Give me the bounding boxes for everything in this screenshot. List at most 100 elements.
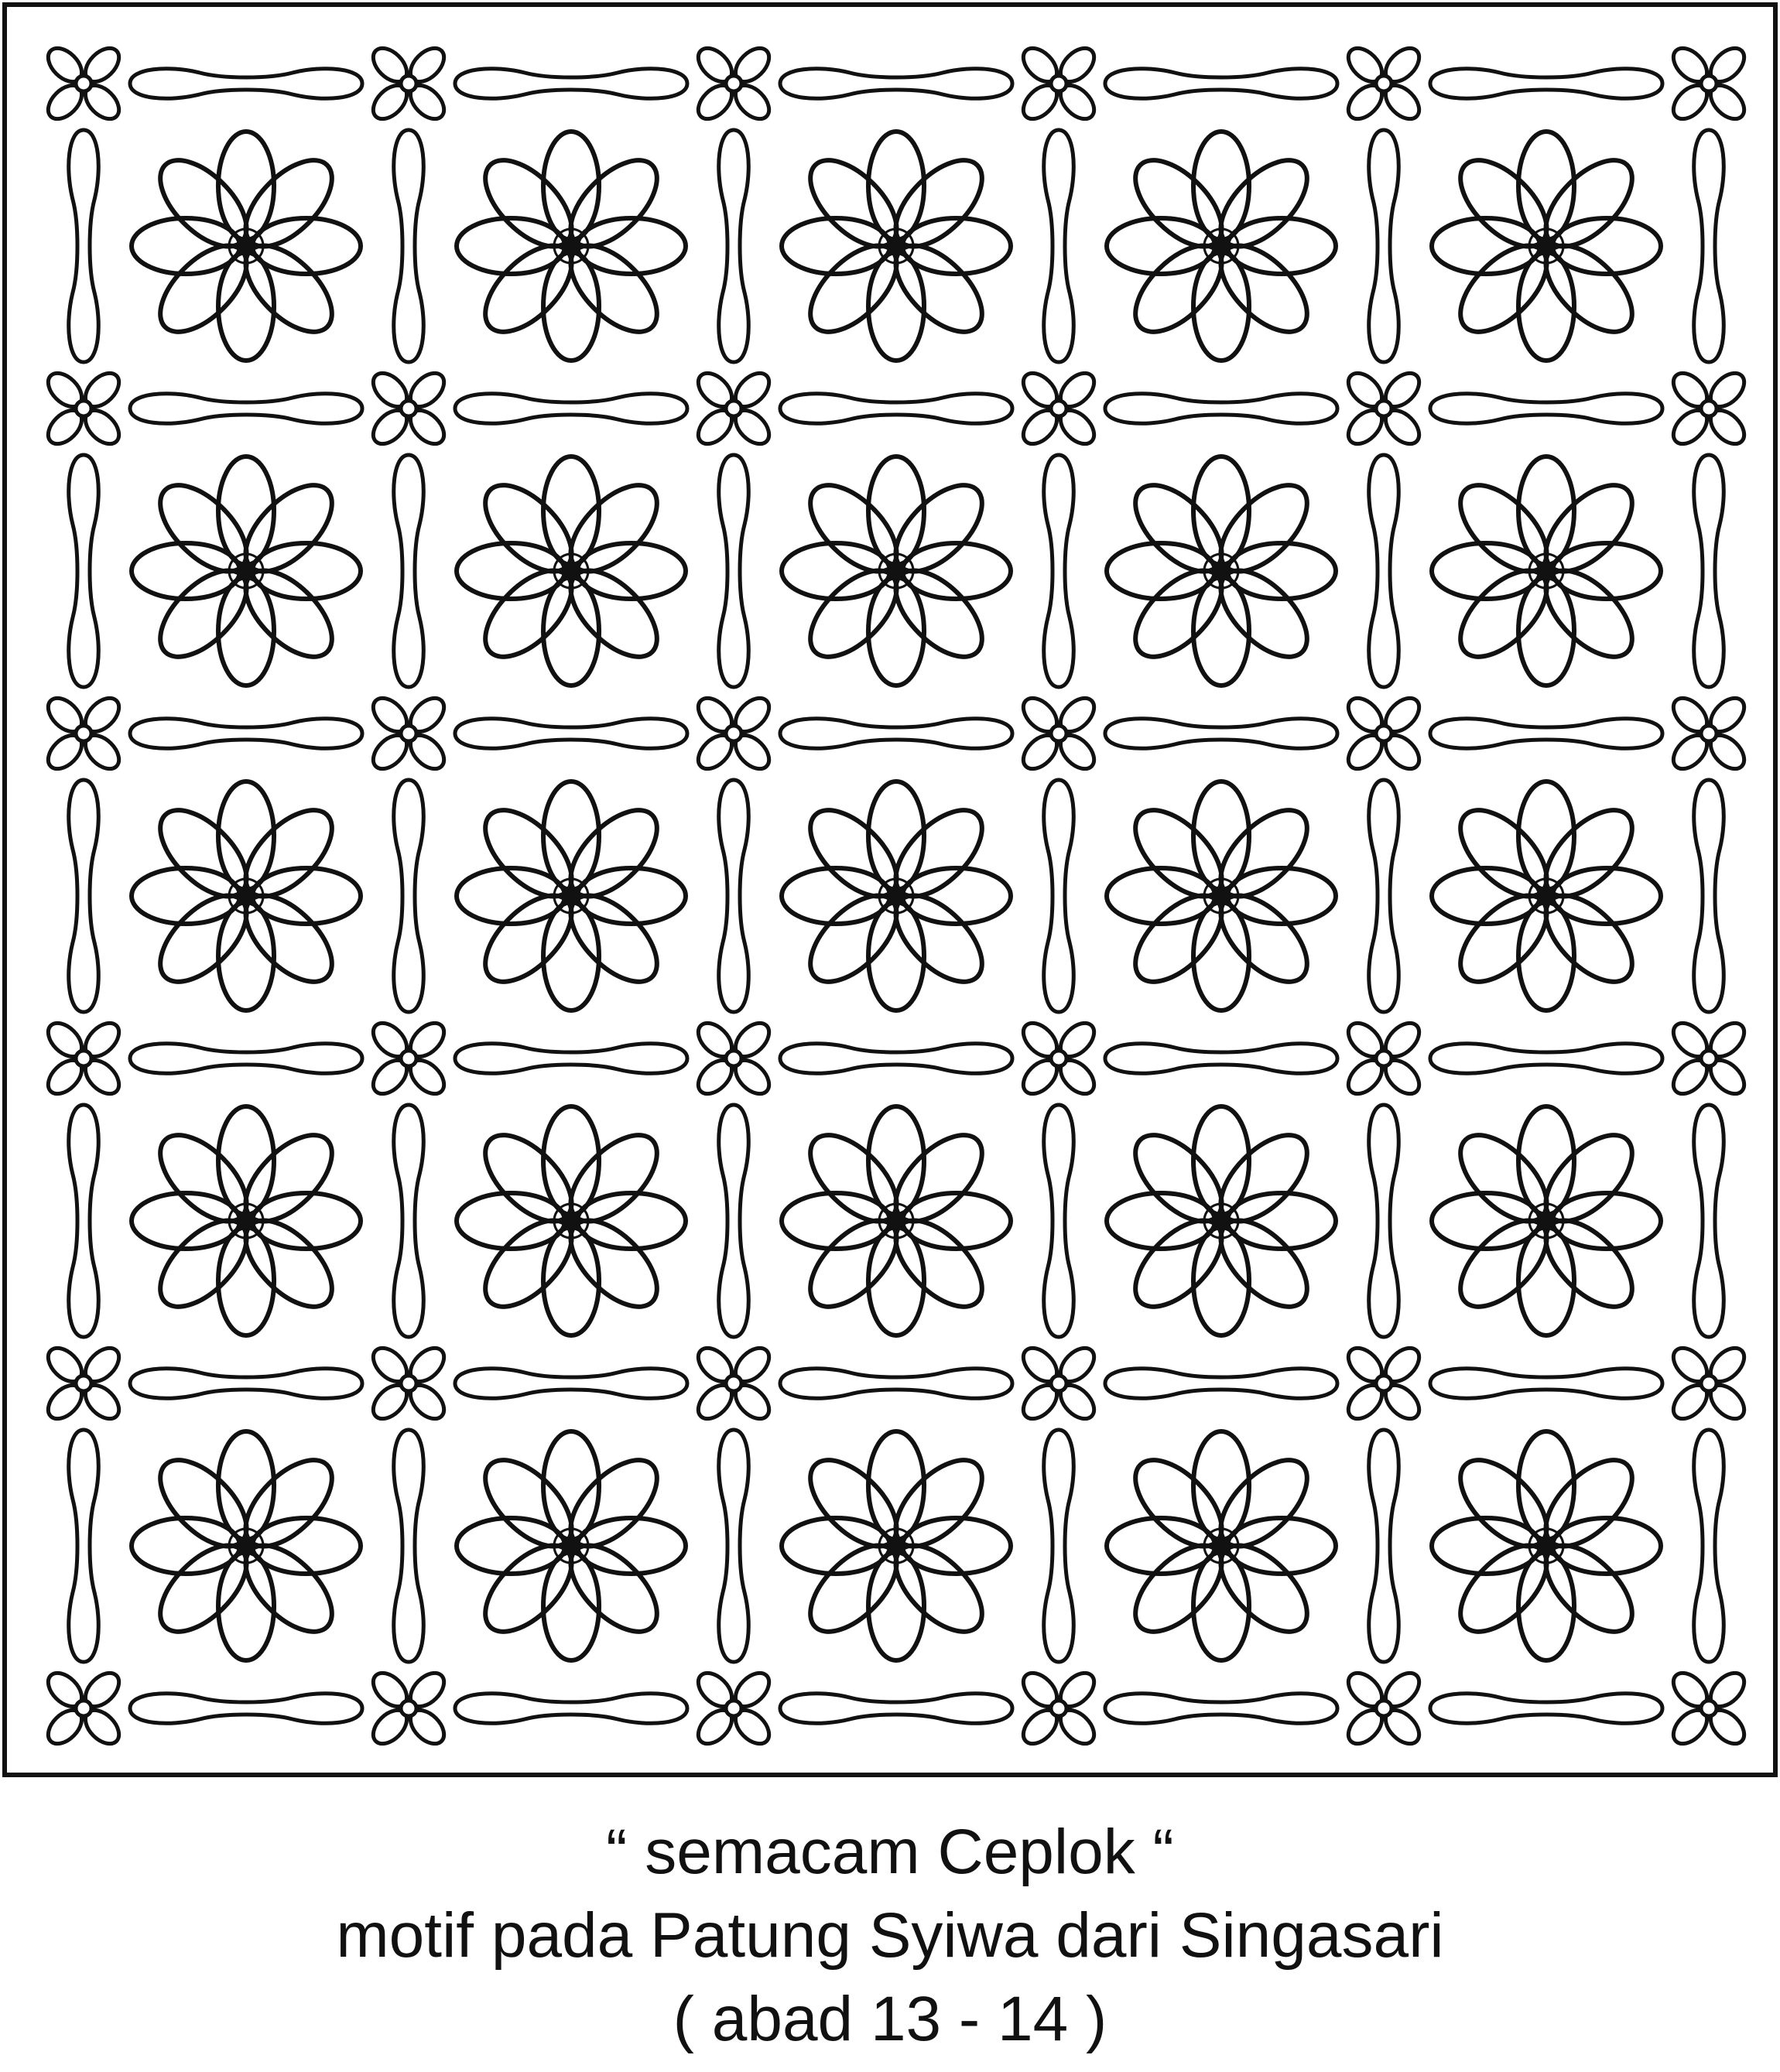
elongated-leaf-icon (1369, 1105, 1399, 1337)
four-petal-flower-icon (42, 1667, 125, 1749)
elongated-leaf-icon (130, 1694, 362, 1724)
ceplok-pattern-illustration (2, 2, 1778, 1777)
four-petal-flower-icon (1017, 367, 1100, 450)
eight-petal-flower-icon (1432, 781, 1661, 1010)
elongated-leaf-icon (1694, 780, 1724, 1012)
elongated-leaf-icon (1105, 1369, 1337, 1399)
eight-petal-flower-icon (457, 1106, 686, 1335)
eight-petal-flower-icon (132, 781, 361, 1010)
elongated-leaf-icon (780, 719, 1012, 749)
four-petal-flower-icon (42, 1017, 125, 1099)
four-petal-flower-icon (1342, 1667, 1425, 1749)
four-petal-flower-icon (1342, 367, 1425, 450)
elongated-leaf-icon (394, 455, 424, 687)
elongated-leaf-icon (1430, 719, 1662, 749)
eight-petal-flower-icon (457, 1431, 686, 1660)
elongated-leaf-icon (719, 780, 749, 1012)
four-petal-flower-icon (1017, 1667, 1100, 1749)
eight-petal-flower-icon (1107, 132, 1336, 361)
four-petal-flower-icon (1342, 1017, 1425, 1099)
elongated-leaf-icon (719, 1430, 749, 1662)
elongated-leaf-icon (1430, 69, 1662, 99)
eight-petal-flower-icon (457, 781, 686, 1010)
elongated-leaf-icon (130, 719, 362, 749)
elongated-leaf-icon (780, 394, 1012, 424)
four-petal-flower-icon (1667, 42, 1750, 125)
four-petal-flower-icon (692, 1017, 775, 1099)
elongated-leaf-icon (719, 455, 749, 687)
eight-petal-flower-icon (132, 1106, 361, 1335)
eight-petal-flower-icon (1432, 456, 1661, 686)
elongated-leaf-icon (719, 1105, 749, 1337)
elongated-leaf-icon (1105, 719, 1337, 749)
four-petal-flower-icon (1342, 692, 1425, 774)
four-petal-flower-icon (692, 692, 775, 774)
four-petal-flower-icon (1342, 42, 1425, 125)
eight-petal-flower-icon (782, 456, 1011, 686)
elongated-leaf-icon (455, 1369, 687, 1399)
eight-petal-flower-icon (132, 1431, 361, 1660)
elongated-leaf-icon (69, 130, 99, 362)
elongated-leaf-icon (1044, 780, 1074, 1012)
four-petal-flower-icon (692, 367, 775, 450)
elongated-leaf-icon (1430, 1369, 1662, 1399)
eight-petal-flower-icon (457, 456, 686, 686)
caption-period: ( abad 13 - 14 ) (673, 1984, 1107, 2054)
four-petal-flower-icon (1667, 1017, 1750, 1099)
caption: “ semacam Ceplok “ motif pada Patung Syi… (0, 1810, 1780, 2061)
elongated-leaf-icon (1105, 69, 1337, 99)
elongated-leaf-icon (130, 1369, 362, 1399)
elongated-leaf-icon (69, 1430, 99, 1662)
four-petal-flower-icon (1342, 1342, 1425, 1424)
elongated-leaf-icon (780, 1694, 1012, 1724)
eight-petal-flower-icon (1107, 781, 1336, 1010)
four-petal-flower-icon (1667, 692, 1750, 774)
caption-description: motif pada Patung Syiwa dari Singasari (336, 1900, 1444, 1971)
main-flower-motifs-layer (132, 132, 1661, 1660)
four-petal-flower-icon (1017, 1342, 1100, 1424)
four-petal-flower-icon (1667, 1667, 1750, 1749)
four-petal-flower-icon (42, 367, 125, 450)
eight-petal-flower-icon (132, 132, 361, 361)
eight-petal-flower-icon (782, 1431, 1011, 1660)
elongated-leaf-icon (455, 1044, 687, 1074)
four-petal-flower-icon (692, 42, 775, 125)
eight-petal-flower-icon (782, 1106, 1011, 1335)
elongated-leaf-icon (1430, 1044, 1662, 1074)
four-petal-flower-icon (1017, 1017, 1100, 1099)
four-petal-flower-icon (42, 1342, 125, 1424)
elongated-leaf-icon (780, 1369, 1012, 1399)
elongated-leaf-icon (394, 130, 424, 362)
four-petal-flower-icon (367, 692, 450, 774)
elongated-leaf-icon (719, 130, 749, 362)
elongated-leaf-icon (1044, 1105, 1074, 1337)
elongated-leaf-icon (1694, 130, 1724, 362)
elongated-leaf-icon (1369, 1430, 1399, 1662)
four-petal-flower-icon (367, 1667, 450, 1749)
elongated-leaf-icon (1105, 1044, 1337, 1074)
elongated-leaf-icon (455, 69, 687, 99)
eight-petal-flower-icon (457, 132, 686, 361)
elongated-leaf-icon (394, 1430, 424, 1662)
elongated-leaf-icon (69, 455, 99, 687)
elongated-leaf-icon (455, 719, 687, 749)
caption-title: “ semacam Ceplok “ (606, 1817, 1174, 1887)
elongated-leaf-icon (1369, 455, 1399, 687)
four-petal-flower-icon (367, 367, 450, 450)
elongated-leaf-icon (780, 69, 1012, 99)
four-petal-flower-icon (42, 42, 125, 125)
elongated-leaf-icon (130, 1044, 362, 1074)
elongated-leaf-icon (1369, 130, 1399, 362)
elongated-leaf-icon (69, 1105, 99, 1337)
four-petal-flower-icon (367, 1342, 450, 1424)
elongated-leaf-icon (1044, 130, 1074, 362)
eight-petal-flower-icon (1107, 456, 1336, 686)
elongated-leaf-icon (130, 69, 362, 99)
elongated-leaf-icon (394, 780, 424, 1012)
eight-petal-flower-icon (132, 456, 361, 686)
four-petal-flower-icon (1667, 1342, 1750, 1424)
elongated-leaf-icon (1105, 1694, 1337, 1724)
eight-petal-flower-icon (782, 781, 1011, 1010)
elongated-leaf-icon (1430, 1694, 1662, 1724)
eight-petal-flower-icon (1432, 1106, 1661, 1335)
